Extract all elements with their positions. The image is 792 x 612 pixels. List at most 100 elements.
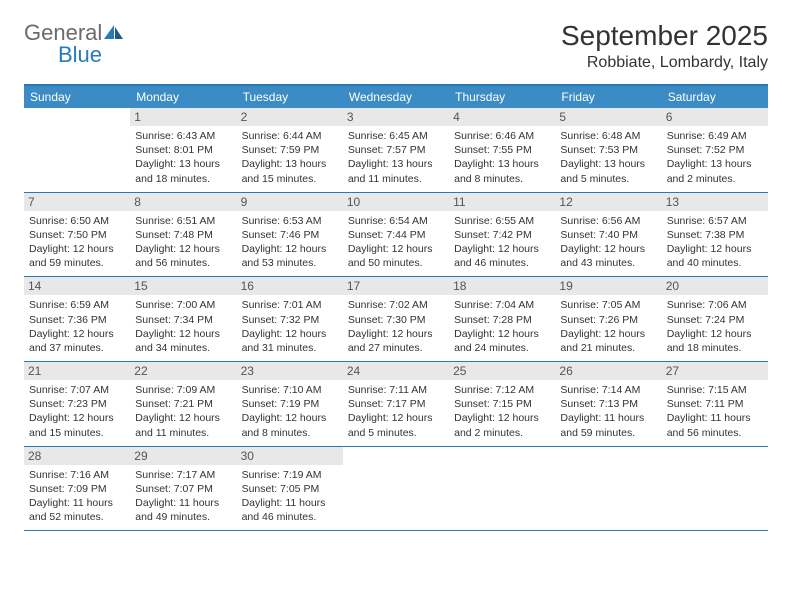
sunset-text: Sunset: 7:44 PM [348,228,444,242]
day-cell: 10Sunrise: 6:54 AMSunset: 7:44 PMDayligh… [343,193,449,277]
daylight-text: Daylight: 12 hours and 56 minutes. [135,242,231,270]
day-cell [662,447,768,531]
month-title: September 2025 [561,20,768,52]
day-cell: 28Sunrise: 7:16 AMSunset: 7:09 PMDayligh… [24,447,130,531]
daylight-text: Daylight: 12 hours and 24 minutes. [454,327,550,355]
daylight-text: Daylight: 12 hours and 34 minutes. [135,327,231,355]
day-cell: 22Sunrise: 7:09 AMSunset: 7:21 PMDayligh… [130,362,236,446]
day-cell: 9Sunrise: 6:53 AMSunset: 7:46 PMDaylight… [237,193,343,277]
day-number: 2 [237,108,343,126]
day-number: 30 [237,447,343,465]
calendar-page: General Blue September 2025 Robbiate, Lo… [0,0,792,551]
day-info: Sunrise: 6:53 AMSunset: 7:46 PMDaylight:… [242,214,338,271]
sunrise-text: Sunrise: 6:44 AM [242,129,338,143]
day-cell: 6 Sunrise: 6:49 AMSunset: 7:52 PMDaylight… [662,108,768,192]
day-number: 29 [130,447,236,465]
day-number: 3 [343,108,449,126]
calendar-grid: Sunday Monday Tuesday Wednesday Thursday… [24,84,768,531]
day-cell: 19Sunrise: 7:05 AMSunset: 7:26 PMDayligh… [555,277,661,361]
day-info: Sunrise: 6:54 AMSunset: 7:44 PMDaylight:… [348,214,444,271]
day-info: Sunrise: 7:01 AMSunset: 7:32 PMDaylight:… [242,298,338,355]
day-number: 27 [662,362,768,380]
week-row: 7Sunrise: 6:50 AMSunset: 7:50 PMDaylight… [24,193,768,278]
day-head-sat: Saturday [662,86,768,108]
day-number: 21 [24,362,130,380]
day-cell [449,447,555,531]
day-cell: 12Sunrise: 6:56 AMSunset: 7:40 PMDayligh… [555,193,661,277]
day-head-tue: Tuesday [237,86,343,108]
sunset-text: Sunset: 7:57 PM [348,143,444,157]
day-cell: 1 Sunrise: 6:43 AMSunset: 8:01 PMDaylight… [130,108,236,192]
day-cell: 4Sunrise: 6:46 AMSunset: 7:55 PMDaylight… [449,108,555,192]
sunset-text: Sunset: 7:13 PM [560,397,656,411]
sunrise-text: Sunrise: 6:48 AM [560,129,656,143]
daylight-text: Daylight: 11 hours and 59 minutes. [560,411,656,439]
day-number: 7 [24,193,130,211]
day-info: Sunrise: 6:43 AMSunset: 8:01 PMDaylight:… [135,129,231,186]
daylight-text: Daylight: 13 hours and 5 minutes. [560,157,656,185]
day-cell [343,447,449,531]
daylight-text: Daylight: 12 hours and 43 minutes. [560,242,656,270]
day-number: 24 [343,362,449,380]
day-cell: 21 Sunrise: 7:07 AMSunset: 7:23 PMDayligh… [24,362,130,446]
sunrise-text: Sunrise: 6:50 AM [29,214,125,228]
day-info: Sunrise: 7:14 AMSunset: 7:13 PMDaylight:… [560,383,656,440]
sunrise-text: Sunrise: 7:12 AM [454,383,550,397]
day-number: 23 [237,362,343,380]
daylight-text: Daylight: 11 hours and 49 minutes. [135,496,231,524]
day-cell: 26Sunrise: 7:14 AMSunset: 7:13 PMDayligh… [555,362,661,446]
day-info: Sunrise: 7:02 AMSunset: 7:30 PMDaylight:… [348,298,444,355]
day-info: Sunrise: 6:49 AMSunset: 7:52 PMDaylight:… [667,129,763,186]
daylight-text: Daylight: 12 hours and 21 minutes. [560,327,656,355]
day-info: Sunrise: 7:04 AMSunset: 7:28 PMDaylight:… [454,298,550,355]
day-number: 5 [555,108,661,126]
daylight-text: Daylight: 13 hours and 15 minutes. [242,157,338,185]
daylight-text: Daylight: 12 hours and 31 minutes. [242,327,338,355]
day-number: 28 [24,447,130,465]
day-info: Sunrise: 7:11 AMSunset: 7:17 PMDaylight:… [348,383,444,440]
day-info: Sunrise: 7:10 AMSunset: 7:19 PMDaylight:… [242,383,338,440]
day-info: Sunrise: 7:17 AMSunset: 7:07 PMDaylight:… [135,468,231,525]
day-number: 11 [449,193,555,211]
day-info: Sunrise: 6:51 AMSunset: 7:48 PMDaylight:… [135,214,231,271]
sunset-text: Sunset: 7:36 PM [29,313,125,327]
daylight-text: Daylight: 12 hours and 27 minutes. [348,327,444,355]
day-cell: 30Sunrise: 7:19 AMSunset: 7:05 PMDayligh… [237,447,343,531]
daylight-text: Daylight: 12 hours and 18 minutes. [667,327,763,355]
day-cell: 27Sunrise: 7:15 AMSunset: 7:11 PMDayligh… [662,362,768,446]
day-number: 6 [662,108,768,126]
day-head-fri: Friday [555,86,661,108]
day-head-mon: Monday [130,86,236,108]
sunrise-text: Sunrise: 7:09 AM [135,383,231,397]
sunrise-text: Sunrise: 6:54 AM [348,214,444,228]
day-info: Sunrise: 7:07 AMSunset: 7:23 PMDaylight:… [29,383,125,440]
sunrise-text: Sunrise: 6:51 AM [135,214,231,228]
sunrise-text: Sunrise: 7:11 AM [348,383,444,397]
day-head-wed: Wednesday [343,86,449,108]
day-cell: 5Sunrise: 6:48 AMSunset: 7:53 PMDaylight… [555,108,661,192]
day-cell: 16 Sunrise: 7:01 AMSunset: 7:32 PMDayligh… [237,277,343,361]
sunset-text: Sunset: 7:38 PM [667,228,763,242]
sunrise-text: Sunrise: 6:53 AM [242,214,338,228]
day-cell [555,447,661,531]
day-number: 1 [130,108,236,126]
sunrise-text: Sunrise: 6:45 AM [348,129,444,143]
sunrise-text: Sunrise: 7:19 AM [242,468,338,482]
day-info: Sunrise: 6:57 AMSunset: 7:38 PMDaylight:… [667,214,763,271]
day-number: 13 [662,193,768,211]
sunset-text: Sunset: 7:55 PM [454,143,550,157]
day-number: 16 [237,277,343,295]
daylight-text: Daylight: 11 hours and 52 minutes. [29,496,125,524]
day-number: 22 [130,362,236,380]
location-label: Robbiate, Lombardy, Italy [561,54,768,72]
daylight-text: Daylight: 12 hours and 2 minutes. [454,411,550,439]
day-number: 8 [130,193,236,211]
sunset-text: Sunset: 7:09 PM [29,482,125,496]
sunset-text: Sunset: 7:59 PM [242,143,338,157]
daylight-text: Daylight: 13 hours and 18 minutes. [135,157,231,185]
daylight-text: Daylight: 12 hours and 37 minutes. [29,327,125,355]
daylight-text: Daylight: 12 hours and 8 minutes. [242,411,338,439]
sunrise-text: Sunrise: 6:46 AM [454,129,550,143]
sunrise-text: Sunrise: 7:00 AM [135,298,231,312]
sunrise-text: Sunrise: 7:02 AM [348,298,444,312]
